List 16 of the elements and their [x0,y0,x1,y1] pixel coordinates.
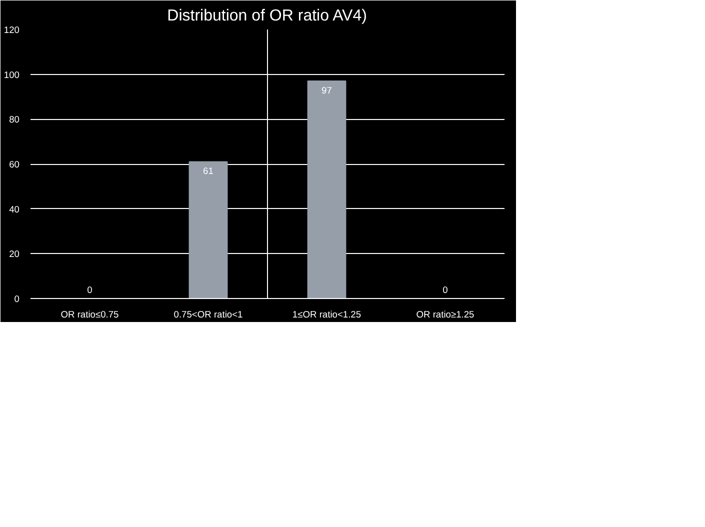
y-tick-label: 100 [4,70,20,80]
y-tick-label: 0 [14,294,20,304]
x-tick-label: 0.75<OR ratio<1 [174,310,243,320]
x-tick-label: OR ratio≤0.75 [60,310,119,320]
data-label: 0 [442,285,448,296]
x-tick-label: 1≤OR ratio<1.25 [292,310,362,320]
y-tick-label: 60 [9,160,20,170]
y-tick-label: 120 [4,25,20,35]
data-label: 61 [203,166,214,176]
y-tick-label: 20 [9,249,20,260]
y-tick-label: 40 [9,204,20,214]
x-tick-label: OR ratio≥1.25 [416,310,474,320]
y-tick-label: 80 [9,114,20,125]
data-label: 97 [322,86,332,96]
chart-title: Distribution of OR ratio AV4) [167,8,367,24]
data-label: 0 [87,285,92,296]
